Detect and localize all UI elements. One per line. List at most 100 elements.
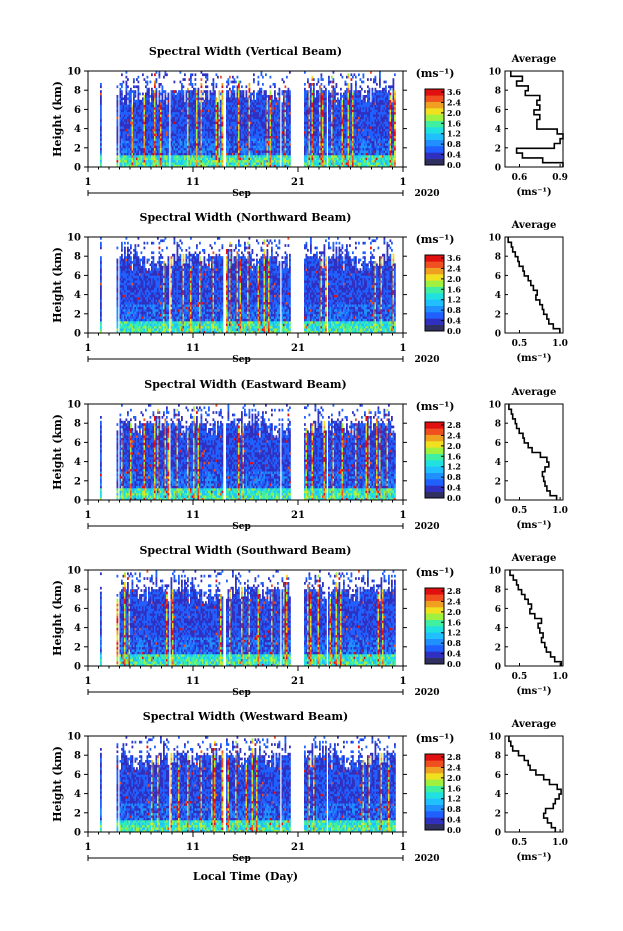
heatmap-cell (100, 119, 102, 122)
heatmap-cell (126, 90, 128, 93)
heatmap-cell (156, 88, 158, 91)
heatmap-cell (117, 145, 119, 148)
heatmap-cell (117, 100, 119, 103)
heatmap-cell (165, 95, 167, 98)
heatmap-cell (154, 85, 156, 88)
heatmap-cell (156, 93, 158, 96)
heatmap-cell (117, 119, 119, 122)
heatmap-cell (100, 136, 102, 139)
heatmap-cell (117, 112, 119, 115)
heatmap-cell (120, 88, 122, 91)
heatmap-cell (156, 78, 158, 81)
heatmap-cell (117, 129, 119, 132)
heatmap-cell (168, 138, 170, 141)
heatmap-cell (147, 76, 149, 79)
heatmap-cell (148, 88, 150, 91)
heatmap-cell (121, 85, 123, 88)
heatmap-cell (100, 85, 102, 88)
heatmap-cell (168, 143, 170, 146)
heatmap-cell (168, 117, 170, 120)
heatmap-cell (126, 100, 128, 103)
heatmap-cell (130, 102, 132, 105)
heatmap-cell (117, 141, 119, 144)
spectral-width-figure: Spectral Width (Vertical Beam)0246810Hei… (0, 0, 623, 931)
heatmap-cell (162, 85, 164, 88)
heatmap-cell (151, 73, 153, 76)
heatmap-cell (100, 162, 102, 165)
heatmap-cell (117, 143, 119, 146)
heatmap-cell (117, 114, 119, 117)
heatmap-cell (100, 102, 102, 105)
heatmap-cell (181, 88, 183, 91)
heatmap-cell (100, 83, 102, 86)
heatmap-cell (130, 100, 132, 103)
heatmap-cell (148, 90, 150, 93)
heatmap-cell (165, 90, 167, 93)
heatmap-cell (121, 93, 123, 96)
heatmap-cell (130, 88, 132, 91)
heatmap-cell (133, 81, 135, 84)
heatmap-cell (168, 131, 170, 134)
heatmap-cell (117, 102, 119, 105)
heatmap-cell (133, 97, 135, 100)
heatmap-cell (100, 97, 102, 100)
heatmap-cell (148, 100, 150, 103)
heatmap-cell (168, 107, 170, 110)
heatmap-cell (117, 136, 119, 139)
heatmap-cell (100, 129, 102, 132)
heatmap-cell (168, 150, 170, 153)
heatmap-cell (100, 105, 102, 108)
heatmap-cell (126, 88, 128, 91)
heatmap-cell (156, 90, 158, 93)
heatmap-cell (154, 73, 156, 76)
heatmap-cell (174, 93, 176, 96)
heatmap (100, 71, 396, 167)
heatmap-cell (175, 90, 177, 93)
panel-1: Spectral Width (Vertical Beam)0246810Hei… (51, 45, 568, 199)
heatmap-cell (100, 100, 102, 103)
heatmap-cell (117, 105, 119, 108)
heatmap-cell (117, 148, 119, 151)
heatmap-cell (168, 129, 170, 132)
heatmap-cell (159, 76, 161, 79)
heatmap-cell (138, 90, 140, 93)
heatmap-cell (100, 153, 102, 156)
heatmap-cell (148, 97, 150, 100)
heatmap-cell (117, 121, 119, 124)
heatmap-cell (162, 97, 164, 100)
heatmap-cell (151, 88, 153, 91)
heatmap-cell (100, 124, 102, 127)
heatmap-cell (168, 141, 170, 144)
heatmap-cell (121, 90, 123, 93)
heatmap-cell (117, 124, 119, 127)
heatmap-cell (168, 95, 170, 98)
heatmap-cell (126, 76, 128, 79)
heatmap-cell (168, 148, 170, 151)
heatmap-cell (117, 162, 119, 165)
heatmap-cell (100, 145, 102, 148)
heatmap-cell (156, 100, 158, 103)
heatmap-cell (117, 150, 119, 153)
heatmap-cell (168, 112, 170, 115)
heatmap-cell (135, 95, 137, 98)
heatmap-cell (168, 119, 170, 122)
heatmap-cell (159, 90, 161, 93)
heatmap-cell (150, 81, 152, 84)
heatmap-cell (147, 81, 149, 84)
heatmap-cell (121, 95, 123, 98)
heatmap-cell (168, 157, 170, 160)
heatmap-cell (165, 93, 167, 96)
heatmap-cell (138, 97, 140, 100)
heatmap-cell (130, 97, 132, 100)
heatmap-cell (100, 126, 102, 129)
heatmap-cell (136, 78, 138, 81)
heatmap-cell (168, 162, 170, 165)
heatmap-cell (168, 145, 170, 148)
heatmap-cell (126, 95, 128, 98)
heatmap-cell (154, 83, 156, 86)
heatmap-cell (121, 73, 123, 76)
heatmap-cell (145, 85, 147, 88)
heatmap-cell (162, 88, 164, 91)
heatmap-cell (121, 100, 123, 103)
heatmap-cell (100, 117, 102, 120)
